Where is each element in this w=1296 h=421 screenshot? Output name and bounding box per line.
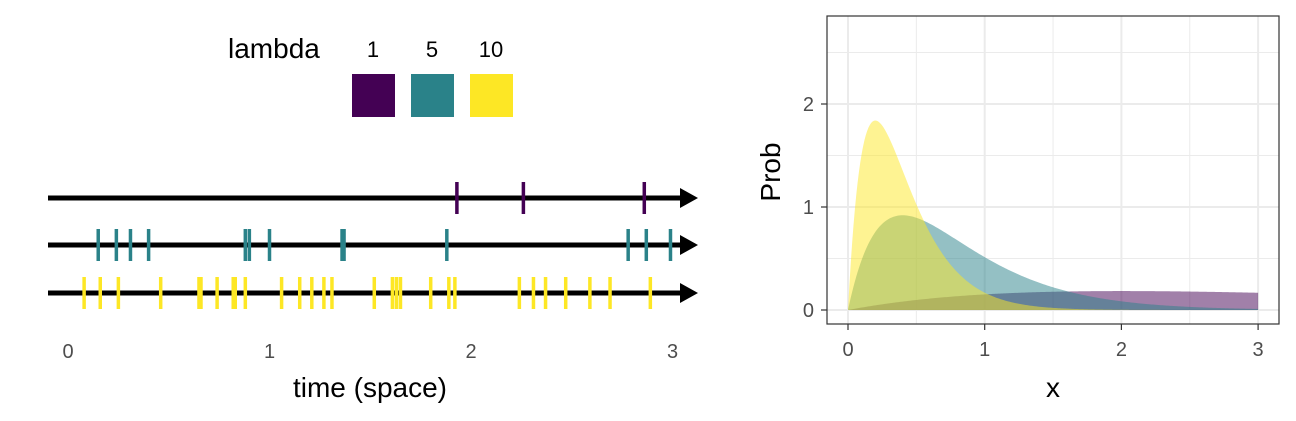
density-area-lambda-10 (848, 120, 1259, 310)
timeline-x-tick-label: 1 (264, 341, 275, 363)
timeline-arrowhead-1 (680, 188, 698, 208)
density-y-tick-label: 2 (803, 94, 814, 116)
timeline-arrowhead-10 (680, 283, 698, 303)
timeline-x-tick-label: 3 (667, 341, 678, 363)
density-panel: 0 1 2 3 0 1 2 x Prob (755, 15, 1280, 403)
timeline-panel: 0 1 2 3 time (space) (48, 182, 698, 403)
density-x-axis-title: x (1046, 372, 1060, 403)
timeline-x-ticks: 0 1 2 3 (62, 341, 678, 363)
legend: lambda 1 5 10 (228, 33, 513, 117)
legend-key-10 (470, 74, 513, 117)
legend-key-1 (352, 74, 395, 117)
density-x-tick-label: 3 (1253, 339, 1264, 361)
timeline-events (82, 182, 673, 309)
timeline-arrowhead-5 (680, 235, 698, 255)
timeline-x-tick-label: 2 (465, 341, 476, 363)
timeline-x-tick-label: 0 (62, 341, 73, 363)
legend-title: lambda (228, 33, 320, 64)
density-x-ticks: 0 1 2 3 (842, 324, 1264, 361)
density-x-tick-label: 1 (979, 339, 990, 361)
density-x-tick-label: 0 (842, 339, 853, 361)
density-y-axis-title: Prob (755, 142, 786, 201)
legend-key-5 (411, 74, 454, 117)
legend-label-5: 5 (426, 37, 438, 62)
density-y-tick-label: 0 (803, 300, 814, 322)
density-panel-border (826, 15, 1280, 325)
density-y-ticks: 0 1 2 (803, 94, 827, 322)
legend-label-1: 1 (367, 37, 379, 62)
density-x-tick-label: 2 (1116, 339, 1127, 361)
density-areas (848, 120, 1259, 310)
timeline-x-axis-title: time (space) (293, 372, 447, 403)
legend-label-10: 10 (479, 37, 503, 62)
density-y-tick-label: 1 (803, 197, 814, 219)
